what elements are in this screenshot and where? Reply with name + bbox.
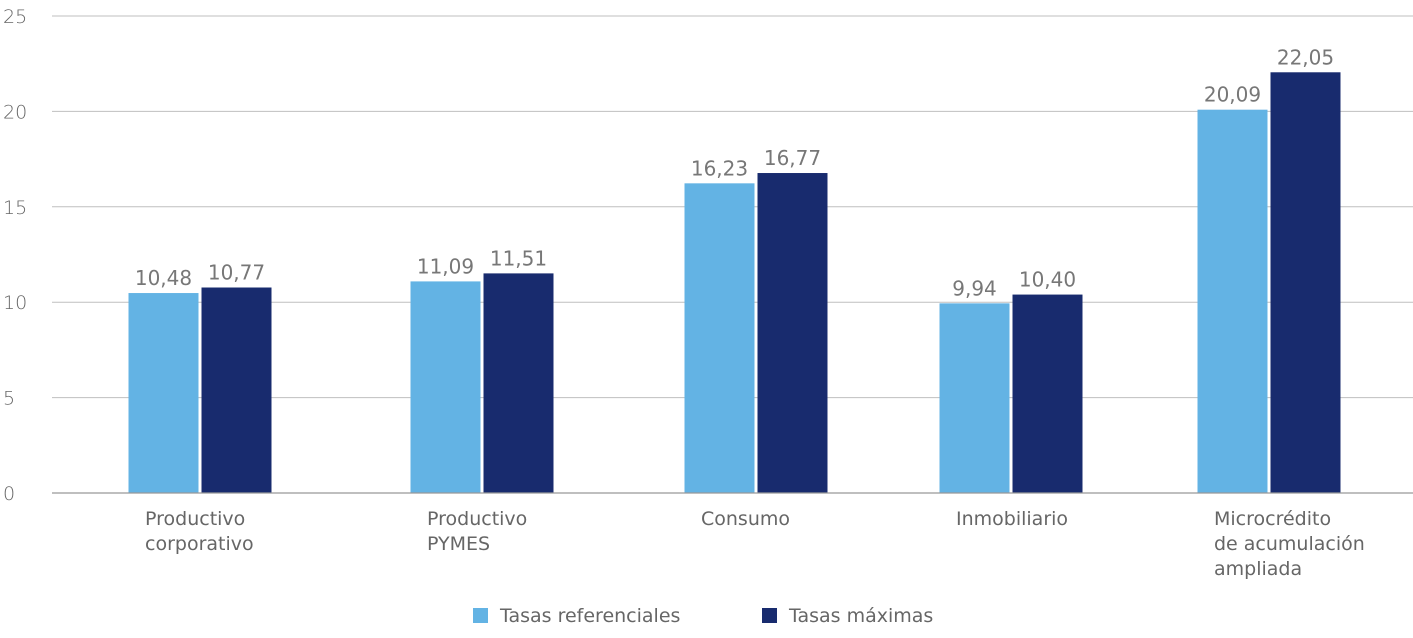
- legend-swatch: [762, 608, 777, 623]
- x-category-label: Productivo: [145, 508, 245, 530]
- x-category-label: Productivo: [427, 508, 527, 530]
- data-label: 9,94: [952, 276, 997, 300]
- y-axis-ticks: 0 5 10 15 20 25: [3, 6, 27, 505]
- legend-label: Tasas referenciales: [499, 605, 680, 627]
- data-label: 11,51: [490, 246, 547, 270]
- bar-referencial: [129, 293, 199, 493]
- data-label: 20,09: [1204, 83, 1261, 107]
- data-label: 10,77: [208, 261, 265, 285]
- x-category-label: PYMES: [427, 533, 490, 555]
- bar-referencial: [1198, 110, 1268, 493]
- x-axis-categories: Productivo corporativo Productivo PYMES Cons…: [145, 508, 1365, 580]
- bar-maxima: [1013, 295, 1083, 493]
- bars: [129, 72, 1341, 493]
- y-tick-label: 15: [3, 197, 27, 219]
- bar-referencial: [411, 281, 481, 493]
- y-tick-label: 25: [3, 6, 27, 28]
- x-category-label: Consumo: [701, 508, 790, 530]
- x-category-label: Inmobiliario: [956, 508, 1068, 530]
- x-category-label: corporativo: [145, 533, 254, 555]
- bar-maxima: [1271, 72, 1341, 493]
- y-tick-label: 5: [3, 388, 15, 410]
- y-tick-label: 0: [3, 483, 15, 505]
- bar-maxima: [758, 173, 828, 493]
- bar-maxima: [484, 273, 554, 493]
- legend: Tasas referenciales Tasas máximas: [473, 605, 933, 627]
- legend-label: Tasas máximas: [788, 605, 933, 627]
- data-label: 11,09: [417, 254, 474, 278]
- x-category-label: ampliada: [1214, 558, 1302, 580]
- data-label: 16,23: [691, 156, 748, 180]
- y-tick-label: 10: [3, 292, 27, 314]
- bar-maxima: [202, 288, 272, 493]
- data-label: 22,05: [1277, 45, 1334, 69]
- bar-referencial: [940, 303, 1010, 493]
- y-tick-label: 20: [3, 101, 27, 123]
- x-category-label: de acumulación: [1214, 533, 1365, 555]
- x-category-label: Microcrédito: [1214, 508, 1331, 530]
- bar-referencial: [685, 183, 755, 493]
- legend-swatch: [473, 608, 488, 623]
- data-label: 10,48: [135, 266, 192, 290]
- data-label: 16,77: [764, 146, 821, 170]
- data-label: 10,40: [1019, 268, 1076, 292]
